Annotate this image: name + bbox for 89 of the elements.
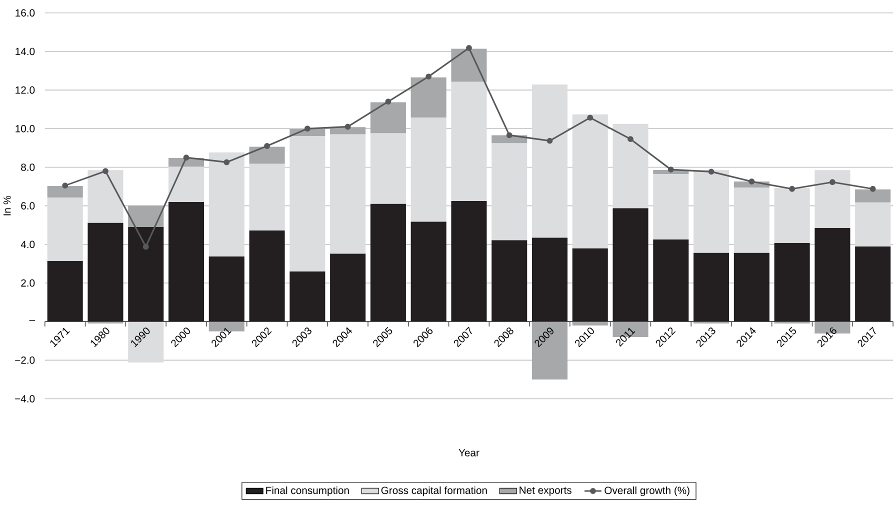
- bar: [694, 252, 730, 322]
- point: [102, 168, 108, 174]
- bar: [290, 272, 326, 322]
- bar: [128, 227, 164, 322]
- point: [748, 178, 755, 185]
- legend-label: Net exports: [520, 486, 572, 496]
- bar: [855, 190, 891, 202]
- y-tick-label: 10.0: [16, 125, 35, 132]
- bar: [492, 143, 528, 240]
- bar: [249, 230, 285, 322]
- y-tick-label: 16.0: [16, 9, 35, 17]
- point: [385, 98, 392, 105]
- bar: [410, 222, 446, 322]
- bar: [694, 170, 730, 253]
- bar: [330, 134, 366, 254]
- y-tick-label: −4.0: [15, 395, 35, 403]
- bar: [88, 222, 124, 322]
- bar: [410, 118, 446, 222]
- point: [668, 166, 674, 173]
- point: [344, 124, 351, 130]
- point: [142, 244, 149, 250]
- point: [224, 159, 230, 166]
- point: [62, 182, 68, 189]
- point: [789, 186, 796, 192]
- point: [628, 136, 634, 142]
- x-axis-title: Year: [458, 449, 480, 457]
- y-tick-label: –: [29, 320, 36, 321]
- bar: [451, 201, 487, 322]
- y-tick-label: 6.0: [21, 202, 35, 210]
- legend-label: Final consumption: [266, 486, 349, 496]
- bar: [814, 170, 850, 228]
- bar: [128, 206, 164, 228]
- bar: [855, 202, 891, 247]
- legend-label: Gross capital formation: [381, 486, 487, 496]
- bar: [532, 322, 568, 380]
- y-axis-title: In %: [3, 196, 11, 216]
- bar: [370, 102, 406, 134]
- bar: [168, 202, 204, 322]
- bar: [572, 322, 608, 326]
- bar: [47, 260, 83, 322]
- bar: [774, 242, 810, 322]
- point: [183, 154, 190, 161]
- legend-label: Overall growth (%): [604, 486, 690, 496]
- y-tick-label: 2.0: [21, 279, 35, 287]
- bar: [572, 248, 608, 322]
- bar: [168, 166, 204, 202]
- point: [587, 114, 594, 121]
- bar: [612, 124, 648, 208]
- bar: [572, 114, 608, 248]
- bar: [208, 256, 244, 322]
- bar: [128, 322, 164, 363]
- point: [264, 143, 270, 150]
- bar: [249, 164, 285, 231]
- bar: [653, 239, 689, 322]
- point: [829, 179, 836, 186]
- bar: [330, 254, 366, 322]
- bar: [47, 186, 83, 198]
- bar: [370, 204, 406, 322]
- point: [546, 138, 553, 144]
- point: [870, 186, 876, 192]
- point: [426, 74, 432, 80]
- point: [708, 168, 714, 175]
- bar: [532, 238, 568, 322]
- bar: [290, 136, 326, 272]
- bar: [370, 133, 406, 204]
- y-tick-label: 8.0: [21, 164, 35, 172]
- bar: [208, 152, 244, 256]
- bar: [492, 240, 528, 322]
- bar: [734, 252, 770, 322]
- point: [506, 132, 512, 138]
- bar: [532, 84, 568, 238]
- point: [304, 126, 310, 132]
- y-tick-label: −2.0: [15, 356, 35, 364]
- bar: [612, 208, 648, 322]
- bar: [734, 188, 770, 253]
- bar: [774, 188, 810, 243]
- bar: [451, 82, 487, 202]
- y-tick-label: 4.0: [20, 240, 35, 248]
- y-tick-label: 12.0: [16, 86, 35, 94]
- bar: [47, 198, 83, 261]
- bar: [451, 48, 487, 82]
- y-tick-label: 14.0: [16, 48, 35, 56]
- bar: [410, 77, 446, 118]
- bar: [653, 174, 689, 240]
- bar: [855, 246, 891, 322]
- point: [466, 45, 472, 52]
- bar: [249, 146, 285, 164]
- bar: [88, 170, 124, 223]
- bar: [814, 228, 850, 322]
